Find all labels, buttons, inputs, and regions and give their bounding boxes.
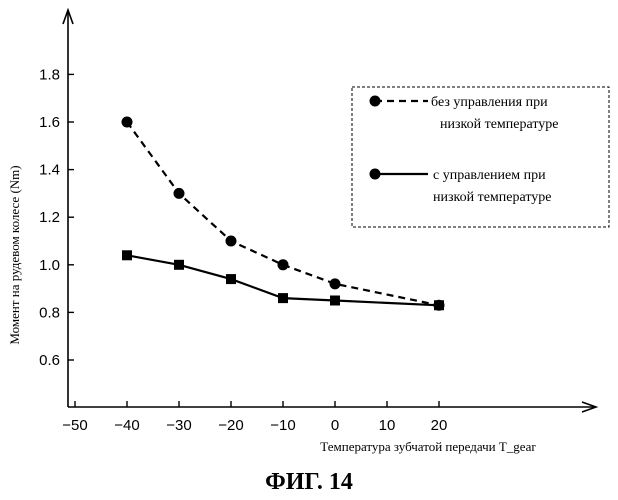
x-tick-label: −50 (62, 417, 87, 434)
x-axis-title: Температура зубчатой передачи T_gear (320, 439, 536, 454)
y-ticks: 0.6 0.8 1.0 1.2 1.4 1.6 1.8 (39, 66, 74, 369)
data-point-with-control (226, 274, 236, 285)
data-point-with-control (122, 250, 132, 261)
data-point-with-control (434, 300, 444, 311)
legend-label-no-control-line2: низкой температуре (440, 117, 559, 132)
x-tick-label: −10 (270, 417, 295, 434)
legend-label-with-control-line1: с управлением при (433, 168, 546, 183)
legend-label-with-control-line2: низкой температуре (433, 190, 552, 205)
x-tick-label: 0 (331, 417, 339, 434)
legend-label-no-control-line1: без управления при (431, 95, 548, 110)
y-tick-label: 1.6 (39, 114, 60, 131)
data-point-no-control (277, 259, 289, 271)
x-tick-label: −30 (166, 417, 191, 434)
data-point-with-control (174, 259, 184, 270)
x-tick-label: 10 (379, 417, 396, 434)
x-tick-label: −40 (114, 417, 139, 434)
data-point-no-control (329, 278, 341, 290)
x-tick-label: −20 (218, 417, 243, 434)
data-point-with-control (330, 295, 340, 306)
x-tick-label: 20 (431, 417, 448, 434)
y-tick-label: 1.4 (39, 162, 60, 179)
y-tick-label: 0.6 (39, 352, 60, 369)
legend-swatch-marker-no-control (369, 95, 381, 107)
x-axis-arrow (581, 401, 599, 413)
y-tick-label: 0.8 (39, 304, 60, 321)
legend-box (351, 86, 610, 228)
data-point-no-control (121, 116, 133, 128)
y-tick-label: 1.2 (39, 209, 60, 226)
series-line-with-control (126, 254, 440, 307)
y-tick-label: 1.0 (39, 257, 60, 274)
legend-swatch-marker-with-control (369, 168, 381, 180)
data-point-no-control (173, 187, 185, 199)
y-axis-title: Момент на рудевом колесе (Nm) (7, 165, 22, 344)
y-axis-arrow (62, 7, 74, 25)
data-point-with-control (278, 293, 288, 304)
series-line-no-control (126, 121, 440, 307)
figure-caption: ФИГ. 14 (265, 469, 353, 495)
legend: без управления при низкой температуре с … (351, 86, 610, 228)
series-layer (121, 116, 445, 311)
y-tick-label: 1.8 (39, 66, 60, 83)
x-ticks: −50 −40 −30 −20 −10 0 10 20 (62, 401, 447, 434)
data-point-no-control (225, 235, 237, 247)
